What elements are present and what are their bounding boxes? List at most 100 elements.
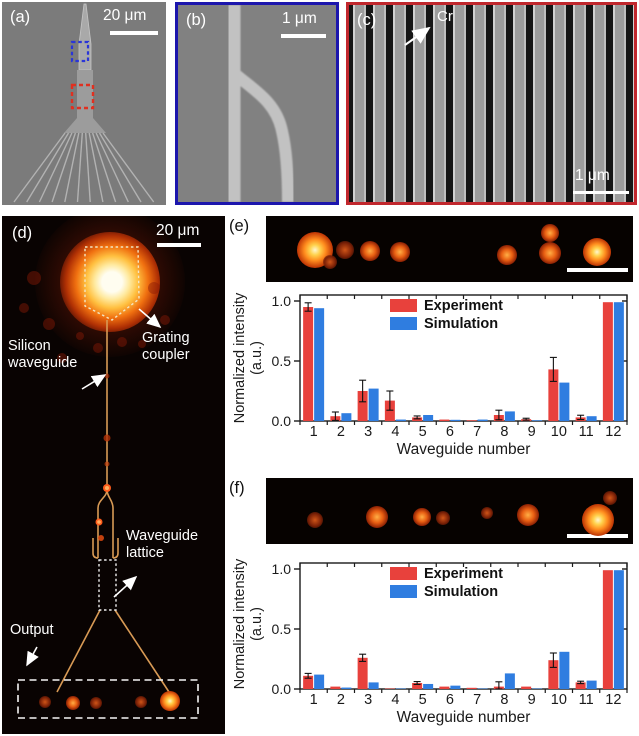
svg-text:4: 4 xyxy=(391,424,399,440)
svg-text:7: 7 xyxy=(473,692,481,708)
fluorescence-spot xyxy=(336,241,354,259)
svg-text:4: 4 xyxy=(391,692,399,708)
panel-d-fluorescence-image: (d) 20 μm Silicon waveguide Grating coup… xyxy=(2,216,225,734)
cr-label: Cr xyxy=(437,8,453,25)
svg-text:6: 6 xyxy=(446,424,454,440)
fanout-waveguides xyxy=(13,132,155,203)
svg-text:5: 5 xyxy=(419,692,427,708)
panel-b-scale-text: 1 μm xyxy=(282,10,317,27)
waveguide-trace xyxy=(56,320,170,693)
svg-text:Waveguide number: Waveguide number xyxy=(397,709,531,726)
svg-text:9: 9 xyxy=(528,692,536,708)
blue-dotted-roi-box xyxy=(70,40,90,63)
fluorescence-spot xyxy=(160,691,180,711)
fluorescence-spot xyxy=(135,696,147,708)
svg-text:5: 5 xyxy=(419,424,427,440)
background-noise-dots xyxy=(19,271,170,363)
svg-text:Experiment: Experiment xyxy=(424,298,503,314)
silicon-waveguide-arrow-icon xyxy=(81,374,107,390)
fluorescence-spot xyxy=(66,696,80,710)
output-annotation: Output xyxy=(10,622,54,638)
lattice-dotted-outline xyxy=(98,559,117,611)
svg-text:0.0: 0.0 xyxy=(272,413,292,429)
svg-text:2: 2 xyxy=(337,692,345,708)
panel-d-overlay-drawing xyxy=(17,246,199,719)
cr-arrow-icon xyxy=(404,26,431,46)
grating-coupler-blob xyxy=(60,232,160,332)
grating-coupler-annotation: Grating coupler xyxy=(142,330,190,363)
sem-device-drawing xyxy=(13,3,155,203)
svg-text:9: 9 xyxy=(528,424,536,440)
svg-text:7: 7 xyxy=(473,424,481,440)
svg-text:12: 12 xyxy=(605,692,621,708)
output-arrow-icon xyxy=(26,646,39,667)
strip-e-scale-bar xyxy=(567,268,628,272)
red-dotted-roi-box xyxy=(70,83,95,110)
svg-text:0.5: 0.5 xyxy=(272,353,292,369)
svg-text:1.0: 1.0 xyxy=(272,561,292,577)
panel-c-scale-text: 1 μm xyxy=(575,167,610,184)
svg-text:2: 2 xyxy=(337,424,345,440)
svg-text:11: 11 xyxy=(579,424,594,440)
panel-c-sem-grating: (c) Cr 1 μm xyxy=(346,2,637,205)
waveguide-body-shape xyxy=(77,70,93,118)
chart-e-y-axis-label: Normalized intensity (a.u.) xyxy=(232,292,265,424)
fluorescence-spot xyxy=(366,506,388,528)
fluorescence-spot xyxy=(390,242,410,262)
fluorescence-strip-f xyxy=(266,478,633,544)
svg-text:1.0: 1.0 xyxy=(272,293,292,309)
waveguide-lattice-arrow-icon xyxy=(113,575,138,598)
strip-f-scale-bar xyxy=(567,534,628,538)
fluorescence-spot xyxy=(413,508,431,526)
fluorescence-spot xyxy=(39,696,51,708)
fluorescence-spot xyxy=(582,504,614,536)
svg-text:Waveguide number: Waveguide number xyxy=(397,441,531,458)
fluorescence-spot xyxy=(323,255,337,269)
fluorescence-spot xyxy=(583,238,611,266)
svg-text:0.5: 0.5 xyxy=(272,621,292,637)
fluorescence-spot xyxy=(481,507,493,519)
svg-text:1: 1 xyxy=(310,692,318,708)
ybranch-waveguides xyxy=(227,5,294,202)
svg-text:Simulation: Simulation xyxy=(424,316,498,332)
panel-f-label: (f) xyxy=(229,479,245,497)
svg-text:10: 10 xyxy=(551,424,567,440)
annotation-arrows xyxy=(26,308,162,667)
fluorescence-spot xyxy=(517,504,539,526)
ybranch-drawing xyxy=(227,5,294,202)
fluorescence-spot xyxy=(497,245,517,265)
svg-text:3: 3 xyxy=(364,424,372,440)
fluorescence-spot xyxy=(90,697,102,709)
panel-c-scale-bar xyxy=(573,191,629,194)
panel-a-label: (a) xyxy=(10,8,31,26)
fluorescence-spot xyxy=(307,512,323,528)
panel-a-sem-device: (a) 20 μm xyxy=(2,2,166,205)
fluorescence-spot xyxy=(436,511,450,525)
panel-e-label: (e) xyxy=(229,217,250,235)
funnel-shape xyxy=(64,118,106,133)
svg-text:3: 3 xyxy=(364,692,372,708)
grating-stripes xyxy=(349,5,634,202)
svg-text:11: 11 xyxy=(579,692,594,708)
scatter-glow-dots xyxy=(95,373,111,541)
panel-a-scale-text: 20 μm xyxy=(103,7,147,24)
fluorescence-spot xyxy=(541,224,559,242)
chart-f-y-axis-label: Normalized intensity (a.u.) xyxy=(232,558,265,690)
output-dashed-box xyxy=(17,679,199,719)
svg-text:Simulation: Simulation xyxy=(424,584,498,600)
panel-b-sem-ybranch: (b) 1 μm xyxy=(175,2,339,205)
panel-b-scale-bar xyxy=(281,34,326,38)
panel-c-label: (c) xyxy=(357,11,377,29)
panel-d-scale-bar xyxy=(157,243,201,247)
svg-text:1: 1 xyxy=(310,424,318,440)
panel-b-label: (b) xyxy=(186,11,207,29)
waveguide-lattice-annotation: Waveguide lattice xyxy=(126,528,199,561)
panel-d-scale-text: 20 μm xyxy=(156,222,200,239)
svg-text:6: 6 xyxy=(446,692,454,708)
grating-coupler-arrow-icon xyxy=(138,308,162,329)
panel-a-scale-bar xyxy=(110,31,158,35)
fluorescence-spot xyxy=(603,491,617,505)
